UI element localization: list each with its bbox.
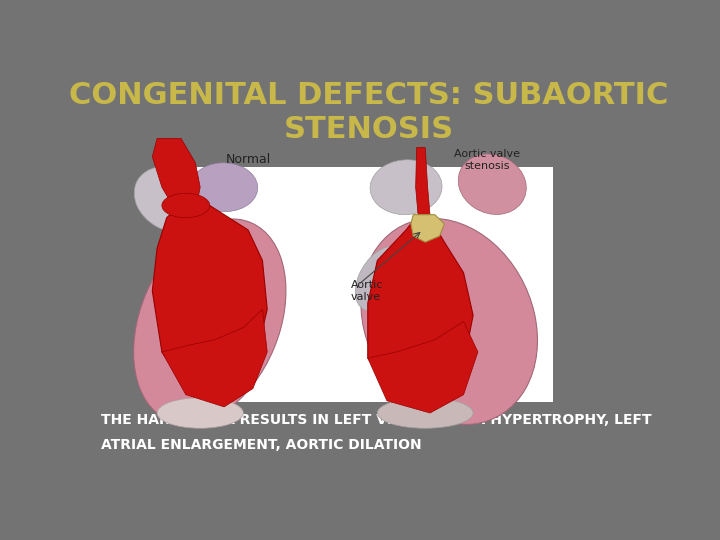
Text: Aortic
valve: Aortic valve [351,280,383,302]
Ellipse shape [361,219,537,424]
Ellipse shape [191,163,258,212]
Ellipse shape [134,166,209,232]
Text: CONGENITAL DEFECTS: SUBAORTIC: CONGENITAL DEFECTS: SUBAORTIC [69,82,669,111]
Text: ATRIAL ENLARGEMENT, AORTIC DILATION: ATRIAL ENLARGEMENT, AORTIC DILATION [101,438,422,453]
Text: STENOSIS: STENOSIS [284,114,454,144]
Text: Normal: Normal [225,153,271,166]
Ellipse shape [458,154,526,214]
Polygon shape [368,212,473,395]
Text: THE HARD WORK RESULTS IN LEFT VENTRICULAR HYPERTROPHY, LEFT: THE HARD WORK RESULTS IN LEFT VENTRICULA… [101,413,652,427]
Text: Aortic valve
stenosis: Aortic valve stenosis [454,149,521,171]
Polygon shape [415,147,430,215]
Ellipse shape [377,398,473,428]
Polygon shape [153,138,200,212]
Bar [182,167,553,402]
Polygon shape [368,321,478,413]
Ellipse shape [162,193,210,218]
Polygon shape [162,309,267,407]
Polygon shape [411,215,444,242]
Ellipse shape [134,219,286,424]
Polygon shape [153,199,267,401]
Ellipse shape [157,398,243,428]
Ellipse shape [355,246,409,312]
Ellipse shape [370,160,442,214]
